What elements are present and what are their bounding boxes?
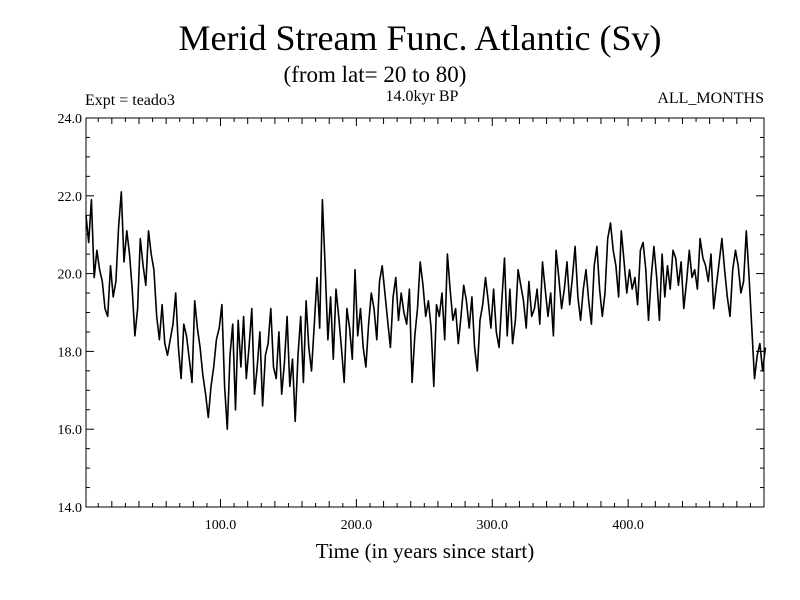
plot-frame [85,117,765,508]
y-tick-label: 16.0 [58,423,83,438]
y-tick-label: 22.0 [58,190,83,205]
x-tick-label: 300.0 [477,518,509,533]
y-tick-label: 20.0 [58,268,83,283]
x-tick-label: 100.0 [205,518,237,533]
period-label: 14.0kyr BP [386,88,459,105]
plot-area: 14.0 16.0 18.0 20.0 22.0 24.0 100.0 200.0 300.0 4… [58,112,767,533]
y-tick-label: 24.0 [58,112,83,127]
x-tick-label: 400.0 [612,518,644,533]
series-line [85,191,767,431]
x-tick-label: 200.0 [341,518,373,533]
months-label: ALL_MONTHS [657,90,764,107]
chart-title: Merid Stream Func. Atlantic (Sv) [179,18,662,58]
y-tick-label: 18.0 [58,345,83,360]
x-axis-title: Time (in years since start) [316,539,535,563]
chart-subtitle: (from lat= 20 to 80) [284,62,467,87]
y-tick-label: 14.0 [58,501,83,516]
expt-label: Expt = teado3 [85,92,175,109]
